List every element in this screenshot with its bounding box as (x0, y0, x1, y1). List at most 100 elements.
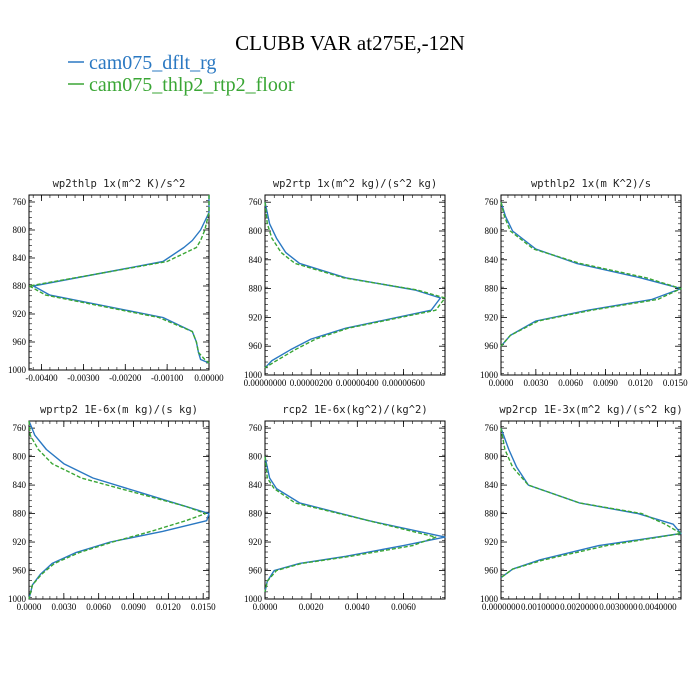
x-tick-label: 0.00000000 (244, 378, 287, 388)
y-tick-label: 760 (485, 197, 499, 207)
figure-title: CLUBB VAR at275E,-12N (235, 31, 465, 55)
panel-title: wp2thlp 1x(m^2 K)/s^2 (53, 178, 186, 190)
x-tick-label: 0.0000 (489, 378, 514, 388)
x-tick-label: 0.00000200 (290, 378, 333, 388)
y-tick-label: 880 (485, 284, 499, 294)
panel-frame (500, 194, 682, 376)
y-tick-label: 920 (485, 537, 499, 547)
y-tick-label: 800 (13, 452, 27, 462)
panel-title: wp2rtp 1x(m^2 kg)/(s^2 kg) (273, 178, 437, 190)
panel-frame (28, 420, 210, 600)
y-tick-label: 960 (249, 341, 263, 351)
panel-frame (264, 420, 446, 600)
y-tick-label: 920 (13, 537, 27, 547)
y-tick-label: 880 (249, 284, 263, 294)
series-line-floor (500, 202, 682, 347)
x-tick-label: 0.00000400 (336, 378, 379, 388)
y-tick-label: 760 (13, 197, 27, 207)
series-line-floor (500, 427, 682, 579)
y-tick-label: 840 (249, 255, 263, 265)
x-tick-label: 0.0040000 (638, 602, 677, 612)
y-tick-label: 840 (249, 480, 263, 490)
x-tick-label: 0.0060 (391, 602, 416, 612)
series-line-dflt (28, 420, 210, 600)
panel-1: wp2thlp 1x(m^2 K)/s^2 -0.00400 -0.00300 -0.… (8, 178, 224, 383)
y-tick-label: 840 (485, 255, 499, 265)
series-line-floor (264, 202, 446, 369)
y-tick-label: 880 (249, 509, 263, 519)
x-tick-label: 0.0090 (593, 378, 618, 388)
y-tick-label: 1000 (480, 594, 499, 604)
series-line-dflt (32, 195, 210, 364)
y-tick-label: 1000 (480, 370, 499, 380)
y-tick-label: 800 (485, 452, 499, 462)
y-tick-label: 840 (13, 480, 27, 490)
x-tick-label: -0.00200 (109, 373, 142, 383)
y-tick-label: 960 (249, 566, 263, 576)
x-tick-label: 0.0030 (523, 378, 548, 388)
series-line-dflt (264, 456, 446, 593)
x-tick-label: 0.0040 (345, 602, 370, 612)
legend-label-floor: cam075_thlp2_rtp2_floor (89, 74, 295, 96)
y-tick-label: 920 (249, 537, 263, 547)
panel-title: rcp2 1E-6x(kg^2)/(kg^2) (282, 404, 427, 416)
y-tick-label: 1000 (244, 594, 263, 604)
y-tick-label: 760 (485, 423, 499, 433)
panel-title: wprtp2 1E-6x(m kg)/(s kg) (40, 404, 198, 416)
panel-frame (500, 420, 682, 600)
y-tick-label: 800 (249, 452, 263, 462)
y-tick-label: 960 (485, 341, 499, 351)
y-tick-label: 920 (485, 312, 499, 322)
x-tick-label: 0.0150 (191, 602, 216, 612)
y-tick-label: 880 (13, 281, 27, 291)
panel-6: wp2rcp 1E-3x(m^2 kg)/(s^2 kg) 0.0000000 0.… (480, 404, 683, 612)
panel-title: wpthlp2 1x(m K^2)/s (531, 178, 651, 190)
x-tick-label: 0.0030000 (599, 602, 638, 612)
x-tick-label: 0.00000 (194, 373, 224, 383)
y-tick-label: 1000 (8, 594, 27, 604)
y-tick-label: 840 (485, 480, 499, 490)
series-line-dflt (500, 427, 682, 579)
x-tick-label: 0.0120 (156, 602, 181, 612)
y-tick-label: 920 (249, 312, 263, 322)
y-tick-label: 960 (485, 566, 499, 576)
y-tick-label: 920 (13, 309, 27, 319)
series-line-floor (28, 420, 207, 600)
x-tick-label: 0.0020 (299, 602, 324, 612)
y-tick-label: 800 (485, 226, 499, 236)
y-tick-label: 880 (13, 509, 27, 519)
panel-4: wprtp2 1E-6x(m kg)/(s kg) 0.0000 0.0030 0.0… (8, 404, 216, 612)
x-tick-label: 0.0000000 (482, 602, 521, 612)
y-tick-label: 760 (13, 423, 27, 433)
panel-frame (264, 194, 446, 376)
series-line-dflt (264, 202, 442, 369)
legend-label-dflt: cam075_dflt_rg (89, 52, 216, 74)
x-tick-label: 0.0060 (558, 378, 583, 388)
figure-legend: cam075_dflt_rg cam075_thlp2_rtp2_floor (68, 52, 295, 96)
x-tick-label: 0.00000600 (382, 378, 425, 388)
x-tick-label: 0.0090 (121, 602, 146, 612)
y-tick-label: 1000 (244, 370, 263, 380)
series-line-dflt (500, 201, 682, 347)
panel-title: wp2rcp 1E-3x(m^2 kg)/(s^2 kg) (499, 404, 682, 416)
panel-2: wp2rtp 1x(m^2 kg)/(s^2 kg)0.00000000 0.00… (244, 178, 446, 388)
series-line-floor (28, 195, 210, 364)
y-tick-label: 760 (249, 423, 263, 433)
x-tick-label: -0.00100 (151, 373, 184, 383)
y-tick-label: 960 (13, 566, 27, 576)
panel-5: rcp2 1E-6x(kg^2)/(kg^2) 0.0000 0.0020 0.004… (244, 404, 446, 612)
panel-grid: wp2thlp 1x(m^2 K)/s^2 -0.00400 -0.00300 -0.… (8, 178, 688, 612)
y-tick-label: 760 (249, 197, 263, 207)
x-tick-label: 0.0000 (253, 602, 278, 612)
y-tick-label: 960 (13, 337, 27, 347)
y-tick-label: 1000 (8, 365, 27, 375)
y-tick-label: 800 (249, 226, 263, 236)
x-tick-label: -0.00300 (67, 373, 100, 383)
series-line-floor (264, 456, 437, 593)
y-tick-label: 800 (13, 225, 27, 235)
panel-3: wpthlp2 1x(m K^2)/s 0.0000 0.0030 0.0060 0.0… (480, 178, 688, 388)
x-tick-label: 0.0000 (17, 602, 42, 612)
x-tick-label: 0.0060 (86, 602, 111, 612)
y-tick-label: 880 (485, 509, 499, 519)
